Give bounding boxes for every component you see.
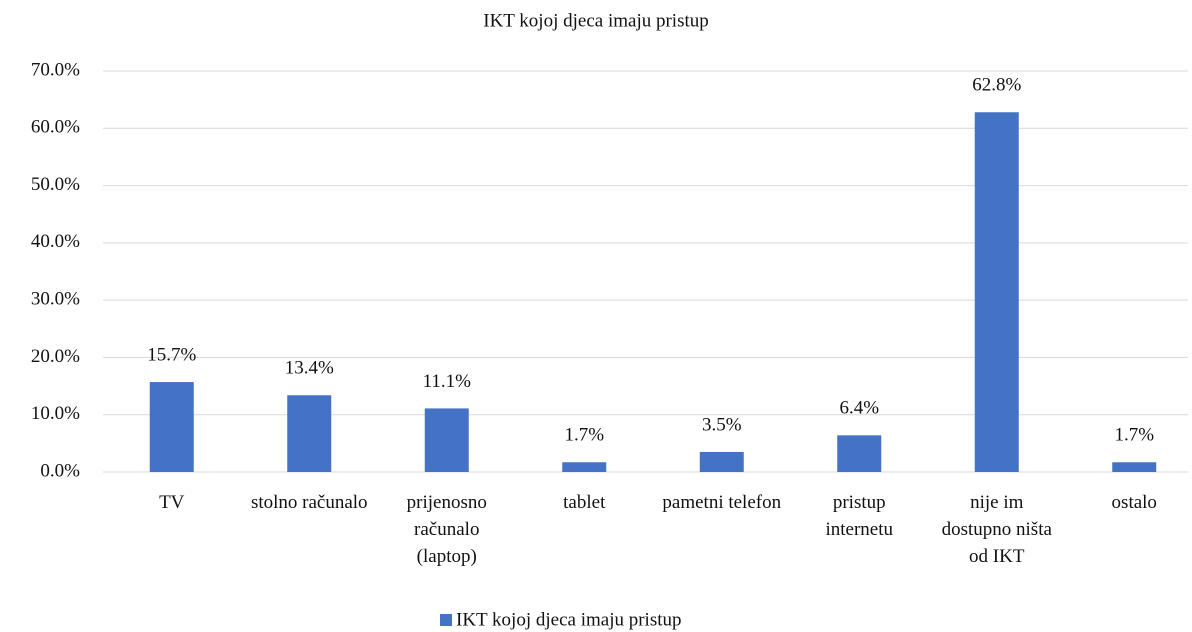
data-label: 6.4% — [839, 398, 879, 419]
y-tick-label: 50.0% — [31, 174, 80, 195]
data-label: 62.8% — [972, 75, 1021, 96]
bar — [562, 462, 607, 472]
x-tick-label: ostalo — [1112, 492, 1157, 513]
y-tick-label: 0.0% — [40, 460, 80, 481]
bar — [699, 451, 744, 472]
y-tick-label: 70.0% — [31, 59, 80, 80]
y-tick-label: 10.0% — [31, 403, 80, 424]
bar — [424, 408, 469, 472]
bar — [287, 395, 332, 472]
data-label: 11.1% — [423, 371, 472, 392]
data-label: 3.5% — [702, 414, 742, 435]
bar — [974, 112, 1019, 472]
y-tick-label: 40.0% — [31, 231, 80, 252]
y-tick-label: 30.0% — [31, 289, 80, 310]
bar — [837, 435, 882, 472]
x-tick-label: pametni telefon — [662, 492, 781, 513]
x-tick-label: TV — [159, 492, 185, 513]
x-tick-label: prijenosno računalo (laptop) — [407, 492, 487, 567]
data-label: 1.7% — [564, 425, 604, 446]
bar — [1112, 462, 1157, 472]
data-label: 15.7% — [147, 344, 196, 365]
x-tick-label: nije im dostupno ništa od IKT — [942, 492, 1053, 567]
legend-swatch — [440, 614, 452, 626]
chart-title: IKT kojoj djeca imaju pristup — [483, 10, 709, 31]
x-tick-label: tablet — [563, 492, 606, 513]
x-tick-label: stolno računalo — [251, 492, 368, 513]
x-tick-label: pristup internetu — [825, 492, 893, 540]
y-tick-label: 60.0% — [31, 117, 80, 138]
y-tick-label: 20.0% — [31, 346, 80, 367]
legend-label: IKT kojoj djeca imaju pristup — [456, 609, 682, 630]
data-label: 1.7% — [1114, 425, 1154, 446]
data-label: 13.4% — [285, 358, 334, 379]
bar — [149, 382, 194, 472]
